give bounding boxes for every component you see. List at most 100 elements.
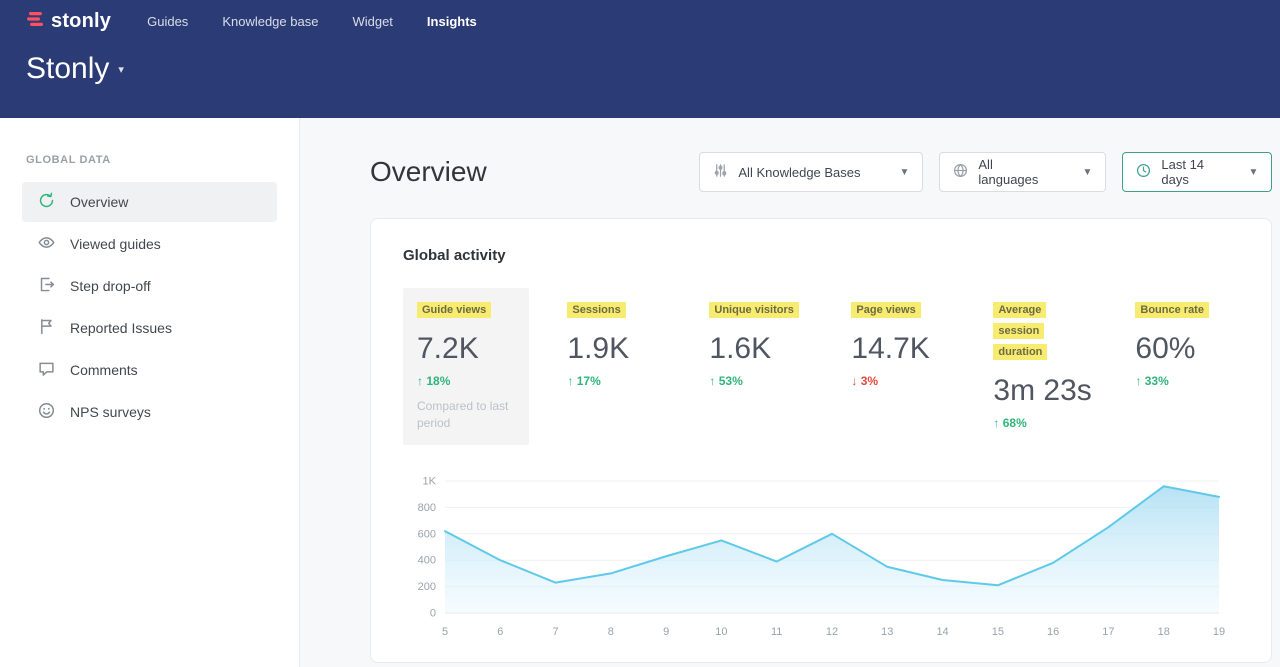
svg-text:600: 600	[418, 528, 436, 540]
metric-delta: ↑ 17%	[567, 373, 601, 388]
nav-item-insights[interactable]: Insights	[426, 13, 477, 29]
nav-item-widget[interactable]: Widget	[352, 13, 393, 29]
top-nav: Guides Knowledge base Widget Insights	[147, 14, 477, 29]
arrow-up-icon: ↑	[567, 373, 574, 388]
sidebar-item-comments[interactable]: Comments	[22, 350, 277, 390]
svg-text:6: 6	[497, 626, 503, 638]
sidebar-item-label: NPS surveys	[70, 404, 151, 420]
area-chart: 0 200 400 600 800 1K 5 6 7 8 9 10 11 12 13 14 15 16 17 18 19	[418, 475, 1225, 638]
top-nav-bar: stonly Guides Knowledge base Widget Insi…	[0, 0, 1280, 42]
chevron-down-icon: ▼	[1248, 166, 1259, 178]
knowledge-base-filter[interactable]: All Knowledge Bases ▼	[699, 152, 924, 192]
chevron-down-icon: ▼	[899, 166, 910, 178]
metric-label: Page views	[851, 302, 921, 318]
date-range-filter-value: Last 14 days	[1161, 157, 1205, 187]
page-title: Overview	[370, 156, 487, 187]
metric-sessions[interactable]: Sessions 1.9K ↑ 17%	[553, 288, 671, 400]
svg-text:18: 18	[1158, 626, 1170, 638]
sidebar: GLOBAL DATA Overview Viewed guides Step …	[0, 118, 300, 667]
sidebar-item-label: Viewed guides	[70, 236, 161, 252]
chevron-down-icon: ▾	[118, 63, 124, 76]
svg-text:7: 7	[553, 626, 559, 638]
top-header: stonly Guides Knowledge base Widget Insi…	[0, 0, 1280, 118]
arrow-up-icon: ↑	[709, 373, 716, 388]
svg-text:8: 8	[608, 626, 614, 638]
arrow-up-icon: ↑	[993, 415, 1000, 430]
chevron-down-icon: ▼	[1082, 166, 1093, 178]
svg-text:17: 17	[1102, 626, 1114, 638]
sidebar-item-overview[interactable]: Overview	[22, 182, 277, 222]
metric-delta: ↑ 18%	[417, 373, 451, 388]
metric-label: Guide views	[417, 302, 492, 318]
clock-icon	[1136, 163, 1151, 181]
stonly-logo[interactable]: stonly	[26, 10, 111, 33]
metric-guide-views[interactable]: Guide views 7.2K ↑ 18% Compared to last …	[403, 288, 530, 445]
logo-text: stonly	[51, 9, 112, 32]
stonly-logo-icon	[26, 10, 44, 33]
eye-icon	[38, 234, 55, 254]
metric-value: 60%	[1135, 331, 1196, 365]
nav-item-knowledge-base[interactable]: Knowledge base	[222, 13, 319, 29]
svg-text:14: 14	[936, 626, 948, 638]
main-content: Overview All Knowledge Bases ▼ All langu…	[300, 118, 1280, 667]
globe-icon	[953, 163, 968, 181]
metric-value: 7.2K	[417, 331, 479, 365]
metrics-row: Guide views 7.2K ↑ 18% Compared to last …	[403, 288, 1239, 445]
card-title: Global activity	[403, 247, 506, 264]
sliders-icon	[713, 163, 728, 181]
metric-label: Unique visitors	[709, 302, 799, 318]
svg-text:5: 5	[442, 626, 448, 638]
metric-label: Average session duration	[993, 302, 1048, 360]
sidebar-item-step-drop-off[interactable]: Step drop-off	[22, 266, 277, 306]
refresh-icon	[38, 192, 55, 212]
svg-text:12: 12	[826, 626, 838, 638]
workspace-title-text: Stonly	[26, 52, 110, 85]
sidebar-item-label: Reported Issues	[70, 320, 172, 336]
svg-text:15: 15	[992, 626, 1004, 638]
metric-delta: ↑ 68%	[993, 415, 1027, 430]
svg-text:10: 10	[715, 626, 727, 638]
metric-avg-session-duration[interactable]: Average session duration 3m 23s ↑ 68%	[979, 288, 1097, 442]
sidebar-item-label: Overview	[70, 194, 129, 210]
svg-text:11: 11	[771, 626, 782, 638]
arrow-down-icon: ↓	[851, 373, 858, 388]
svg-text:13: 13	[881, 626, 893, 638]
global-activity-card: Global activity Guide views 7.2K ↑ 18% C…	[370, 218, 1273, 663]
svg-text:19: 19	[1213, 626, 1225, 638]
knowledge-base-filter-value: All Knowledge Bases	[738, 164, 861, 180]
arrow-up-icon: ↑	[417, 373, 423, 388]
sidebar-item-nps-surveys[interactable]: NPS surveys	[22, 392, 277, 432]
sidebar-item-label: Comments	[70, 362, 138, 378]
metric-page-views[interactable]: Page views 14.7K ↓ 3%	[837, 288, 955, 400]
metric-delta: ↓ 3%	[851, 373, 879, 388]
metric-value: 1.6K	[709, 331, 772, 365]
sidebar-item-reported-issues[interactable]: Reported Issues	[22, 308, 277, 348]
svg-text:16: 16	[1047, 626, 1059, 638]
sidebar-section-label: GLOBAL DATA	[26, 154, 111, 166]
svg-text:9: 9	[663, 626, 669, 638]
filters-bar: All Knowledge Bases ▼ All languages ▼	[699, 152, 1273, 192]
metric-delta: ↑ 53%	[709, 373, 743, 388]
comment-icon	[38, 360, 55, 380]
metric-label: Sessions	[567, 302, 626, 318]
metric-value: 3m 23s	[993, 373, 1092, 407]
metric-value: 14.7K	[851, 331, 930, 365]
metric-delta: ↑ 33%	[1135, 373, 1169, 388]
sidebar-item-label: Step drop-off	[70, 278, 151, 294]
step-exit-icon	[38, 276, 55, 296]
metric-unique-visitors[interactable]: Unique visitors 1.6K ↑ 53%	[695, 288, 813, 400]
metric-value: 1.9K	[567, 331, 630, 365]
arrow-up-icon: ↑	[1135, 373, 1142, 388]
svg-text:200: 200	[418, 581, 436, 593]
svg-text:0: 0	[430, 607, 436, 619]
nav-item-guides[interactable]: Guides	[147, 13, 189, 29]
date-range-filter[interactable]: Last 14 days ▼	[1122, 152, 1273, 192]
language-filter-value: All languages	[978, 157, 1039, 187]
workspace-selector[interactable]: Stonly ▾	[26, 52, 124, 86]
sidebar-item-viewed-guides[interactable]: Viewed guides	[22, 224, 277, 264]
svg-text:800: 800	[418, 502, 436, 514]
svg-text:1K: 1K	[423, 475, 437, 487]
language-filter[interactable]: All languages ▼	[939, 152, 1107, 192]
metric-bounce-rate[interactable]: Bounce rate 60% ↑ 33%	[1121, 288, 1239, 400]
metric-note: Compared to last period	[417, 398, 509, 431]
